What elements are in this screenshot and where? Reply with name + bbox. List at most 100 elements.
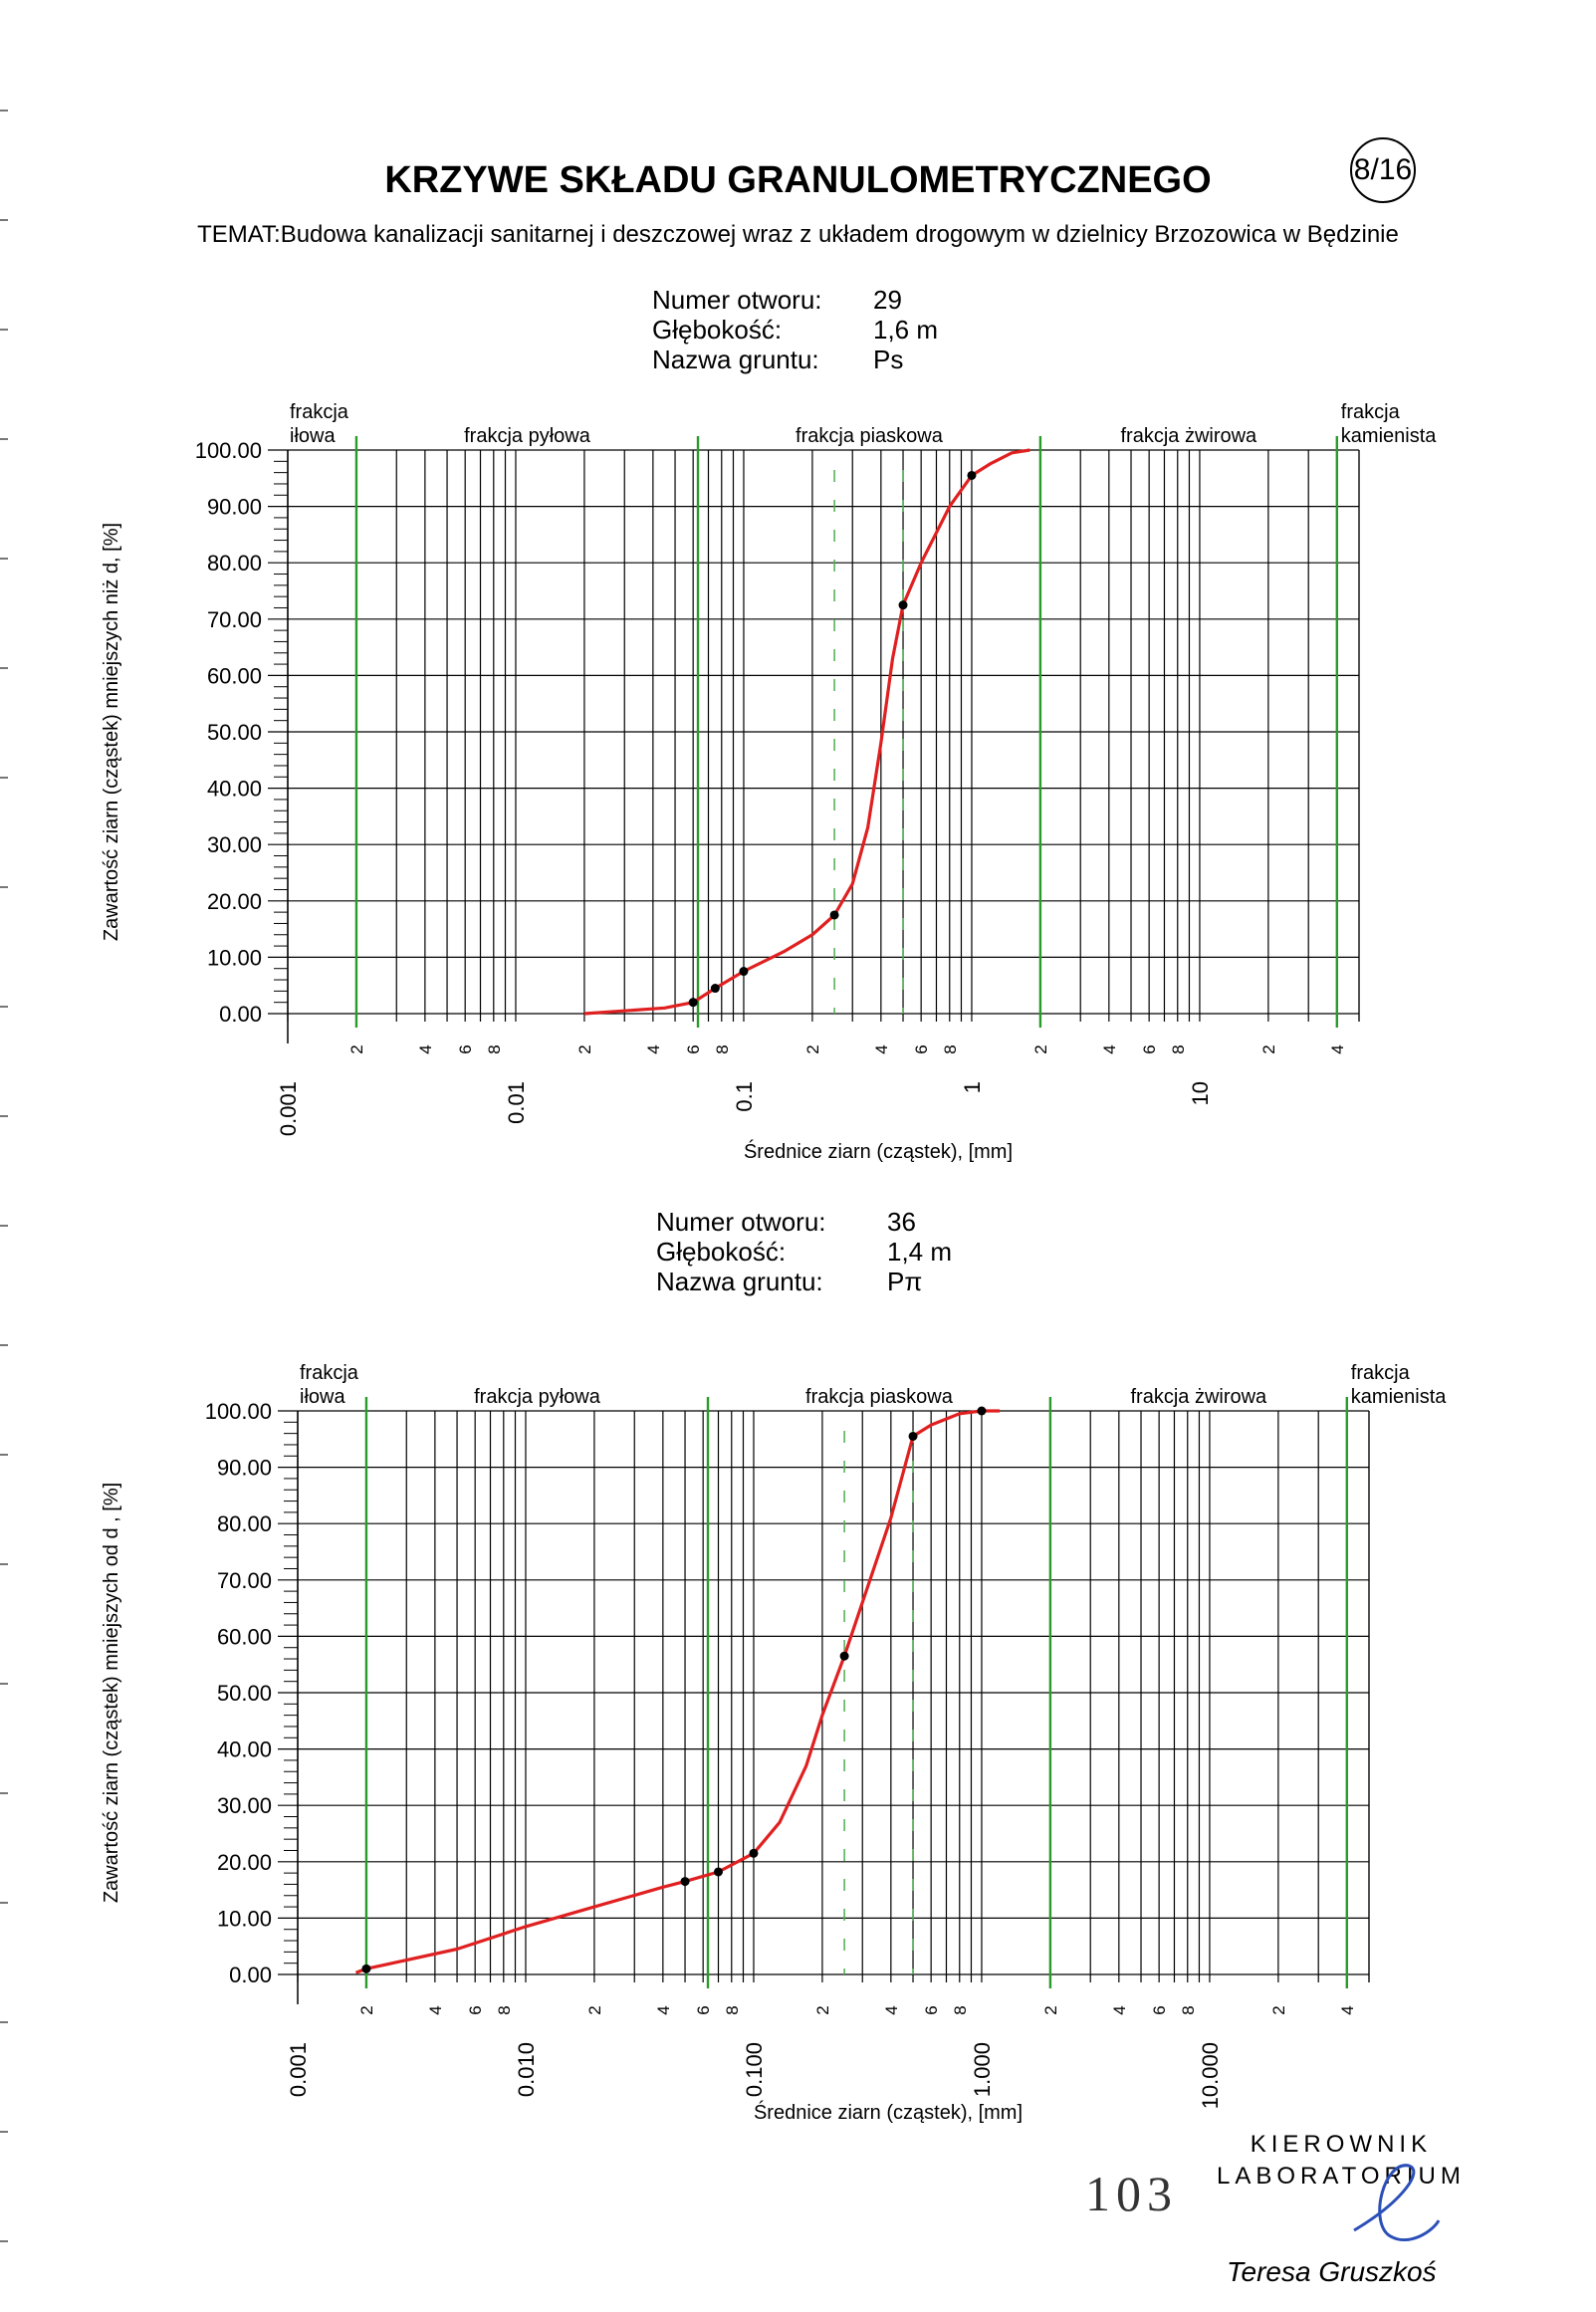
fraction-label: frakcja piaskowa	[805, 1386, 954, 1408]
depth-label: Głębokość:	[652, 315, 783, 345]
x-minor-tick-label: 8	[941, 1044, 960, 1053]
y-tick-label: 30.00	[217, 1793, 272, 1818]
x-minor-tick-label: 2	[813, 2005, 832, 2014]
y-axis-label: Zawartość ziarn (cząstek) mniejszych niż…	[101, 523, 122, 941]
x-minor-tick-label: 4	[426, 2005, 445, 2014]
depth-value: 1,6 m	[873, 315, 939, 345]
x-minor-tick-label: 2	[1041, 2005, 1060, 2014]
x-major-tick-label: 10	[1188, 1081, 1213, 1105]
soil-value: Ps	[873, 345, 904, 374]
data-point	[749, 1848, 759, 1858]
fraction-label: frakcja	[1341, 401, 1401, 423]
info-block-1: Numer otworu: 29 Głębokość: 1,6 m Nazwa …	[652, 285, 971, 380]
x-minor-tick-label: 6	[1140, 1044, 1159, 1053]
data-point	[839, 1651, 849, 1661]
fraction-label: kamienista	[1351, 1386, 1447, 1408]
data-point	[688, 998, 698, 1008]
x-minor-tick-label: 4	[1338, 2005, 1357, 2014]
y-tick-label: 50.00	[207, 720, 262, 745]
y-tick-label: 10.00	[207, 945, 262, 970]
fraction-label: kamienista	[1341, 425, 1437, 447]
y-tick-label: 90.00	[217, 1456, 272, 1481]
y-tick-label: 100.00	[195, 438, 262, 463]
y-axis-label: Zawartość ziarn (cząstek) mniejszych od …	[101, 1483, 122, 1903]
fraction-label: frakcja żwirowa	[1130, 1386, 1267, 1408]
y-tick-label: 40.00	[207, 777, 262, 802]
x-minor-tick-label: 6	[1150, 2005, 1169, 2014]
x-minor-tick-label: 8	[713, 1044, 732, 1053]
x-minor-tick-label: 4	[1328, 1044, 1347, 1053]
y-tick-label: 20.00	[207, 889, 262, 914]
x-major-tick-label: 0.1	[732, 1081, 757, 1112]
fraction-label: frakcja pyłowa	[474, 1386, 601, 1408]
data-point	[361, 1964, 371, 1973]
info-block-2: Numer otworu: 36 Głębokość: 1,4 m Nazwa …	[656, 1207, 975, 1302]
lab-stamp-line1: KIEROWNIK	[1250, 2131, 1433, 2158]
data-point	[977, 1406, 987, 1416]
data-point	[739, 967, 749, 977]
y-tick-label: 70.00	[217, 1568, 272, 1593]
y-tick-label: 100.00	[205, 1399, 272, 1424]
x-minor-tick-label: 6	[466, 2005, 485, 2014]
y-tick-label: 0.00	[219, 1002, 262, 1027]
x-major-tick-label: 0.010	[514, 2042, 539, 2097]
data-point	[908, 1431, 918, 1441]
x-minor-tick-label: 8	[723, 2005, 742, 2014]
page-title: KRZYWE SKŁADU GRANULOMETRYCZNEGO	[384, 159, 1212, 201]
y-tick-label: 80.00	[207, 551, 262, 576]
borehole-label: Numer otworu:	[656, 1207, 826, 1237]
fraction-label: iłowa	[300, 1386, 345, 1408]
x-minor-tick-label: 2	[1031, 1044, 1050, 1053]
x-axis-label: Średnice ziarn (cząstek), [mm]	[754, 2100, 1023, 2124]
x-minor-tick-label: 4	[416, 1044, 435, 1053]
x-minor-tick-label: 4	[872, 1044, 891, 1053]
y-tick-label: 80.00	[217, 1511, 272, 1536]
depth-label: Głębokość:	[656, 1237, 787, 1267]
fraction-label: iłowa	[290, 425, 336, 447]
x-minor-tick-label: 4	[644, 1044, 663, 1053]
soil-value: Pπ	[887, 1267, 923, 1296]
x-minor-tick-label: 4	[1100, 1044, 1119, 1053]
x-minor-tick-label: 2	[357, 2005, 376, 2014]
x-minor-tick-label: 2	[803, 1044, 822, 1053]
y-tick-label: 10.00	[217, 1906, 272, 1931]
y-tick-label: 90.00	[207, 495, 262, 520]
soil-label: Nazwa gruntu:	[656, 1267, 823, 1296]
fraction-label: frakcja	[1351, 1362, 1411, 1384]
x-minor-tick-label: 8	[495, 2005, 514, 2014]
y-tick-label: 60.00	[207, 663, 262, 688]
fraction-label: frakcja żwirowa	[1120, 425, 1257, 447]
data-point	[898, 600, 908, 610]
y-tick-label: 0.00	[229, 1963, 272, 1987]
x-minor-tick-label: 4	[1110, 2005, 1129, 2014]
data-point	[967, 470, 977, 480]
borehole-value: 36	[887, 1207, 916, 1237]
depth-value: 1,4 m	[887, 1237, 953, 1267]
x-minor-tick-label: 2	[347, 1044, 366, 1053]
x-minor-tick-label: 6	[694, 2005, 713, 2014]
x-minor-tick-label: 6	[912, 1044, 931, 1053]
x-major-tick-label: 1	[960, 1081, 985, 1093]
data-point	[714, 1867, 724, 1877]
signature-name: Teresa Gruszkoś	[1227, 2256, 1437, 2287]
y-tick-label: 50.00	[217, 1681, 272, 1706]
x-minor-tick-label: 8	[1169, 1044, 1188, 1053]
signature-scribble	[1353, 2164, 1441, 2241]
grain-size-chart-2: 100.00 90.00 80.00 70.00 60.00 50.00 4 0.00 30.0…	[101, 1362, 1447, 2124]
x-minor-tick-label: 2	[1259, 1044, 1278, 1053]
x-minor-tick-label: 2	[585, 2005, 604, 2014]
x-major-tick-label: 0.100	[742, 2042, 767, 2097]
x-major-tick-label: 1.000	[970, 2042, 995, 2097]
x-minor-tick-label: 4	[654, 2005, 673, 2014]
lab-stamp: KIEROWNIK LABORATORIUM	[1217, 2129, 1466, 2193]
soil-label: Nazwa gruntu:	[652, 345, 819, 374]
x-minor-tick-label: 2	[1269, 2005, 1288, 2014]
x-minor-tick-label: 6	[684, 1044, 703, 1053]
fraction-label: frakcja piaskowa	[796, 425, 944, 447]
fraction-label: frakcja pyłowa	[464, 425, 591, 447]
page-number: 103	[1085, 2166, 1178, 2221]
y-tick-label: 30.00	[207, 832, 262, 857]
x-minor-tick-label: 8	[485, 1044, 504, 1053]
x-axis-label: Średnice ziarn (cząstek), [mm]	[744, 1139, 1013, 1163]
y-tick-label: 60.00	[217, 1624, 272, 1649]
